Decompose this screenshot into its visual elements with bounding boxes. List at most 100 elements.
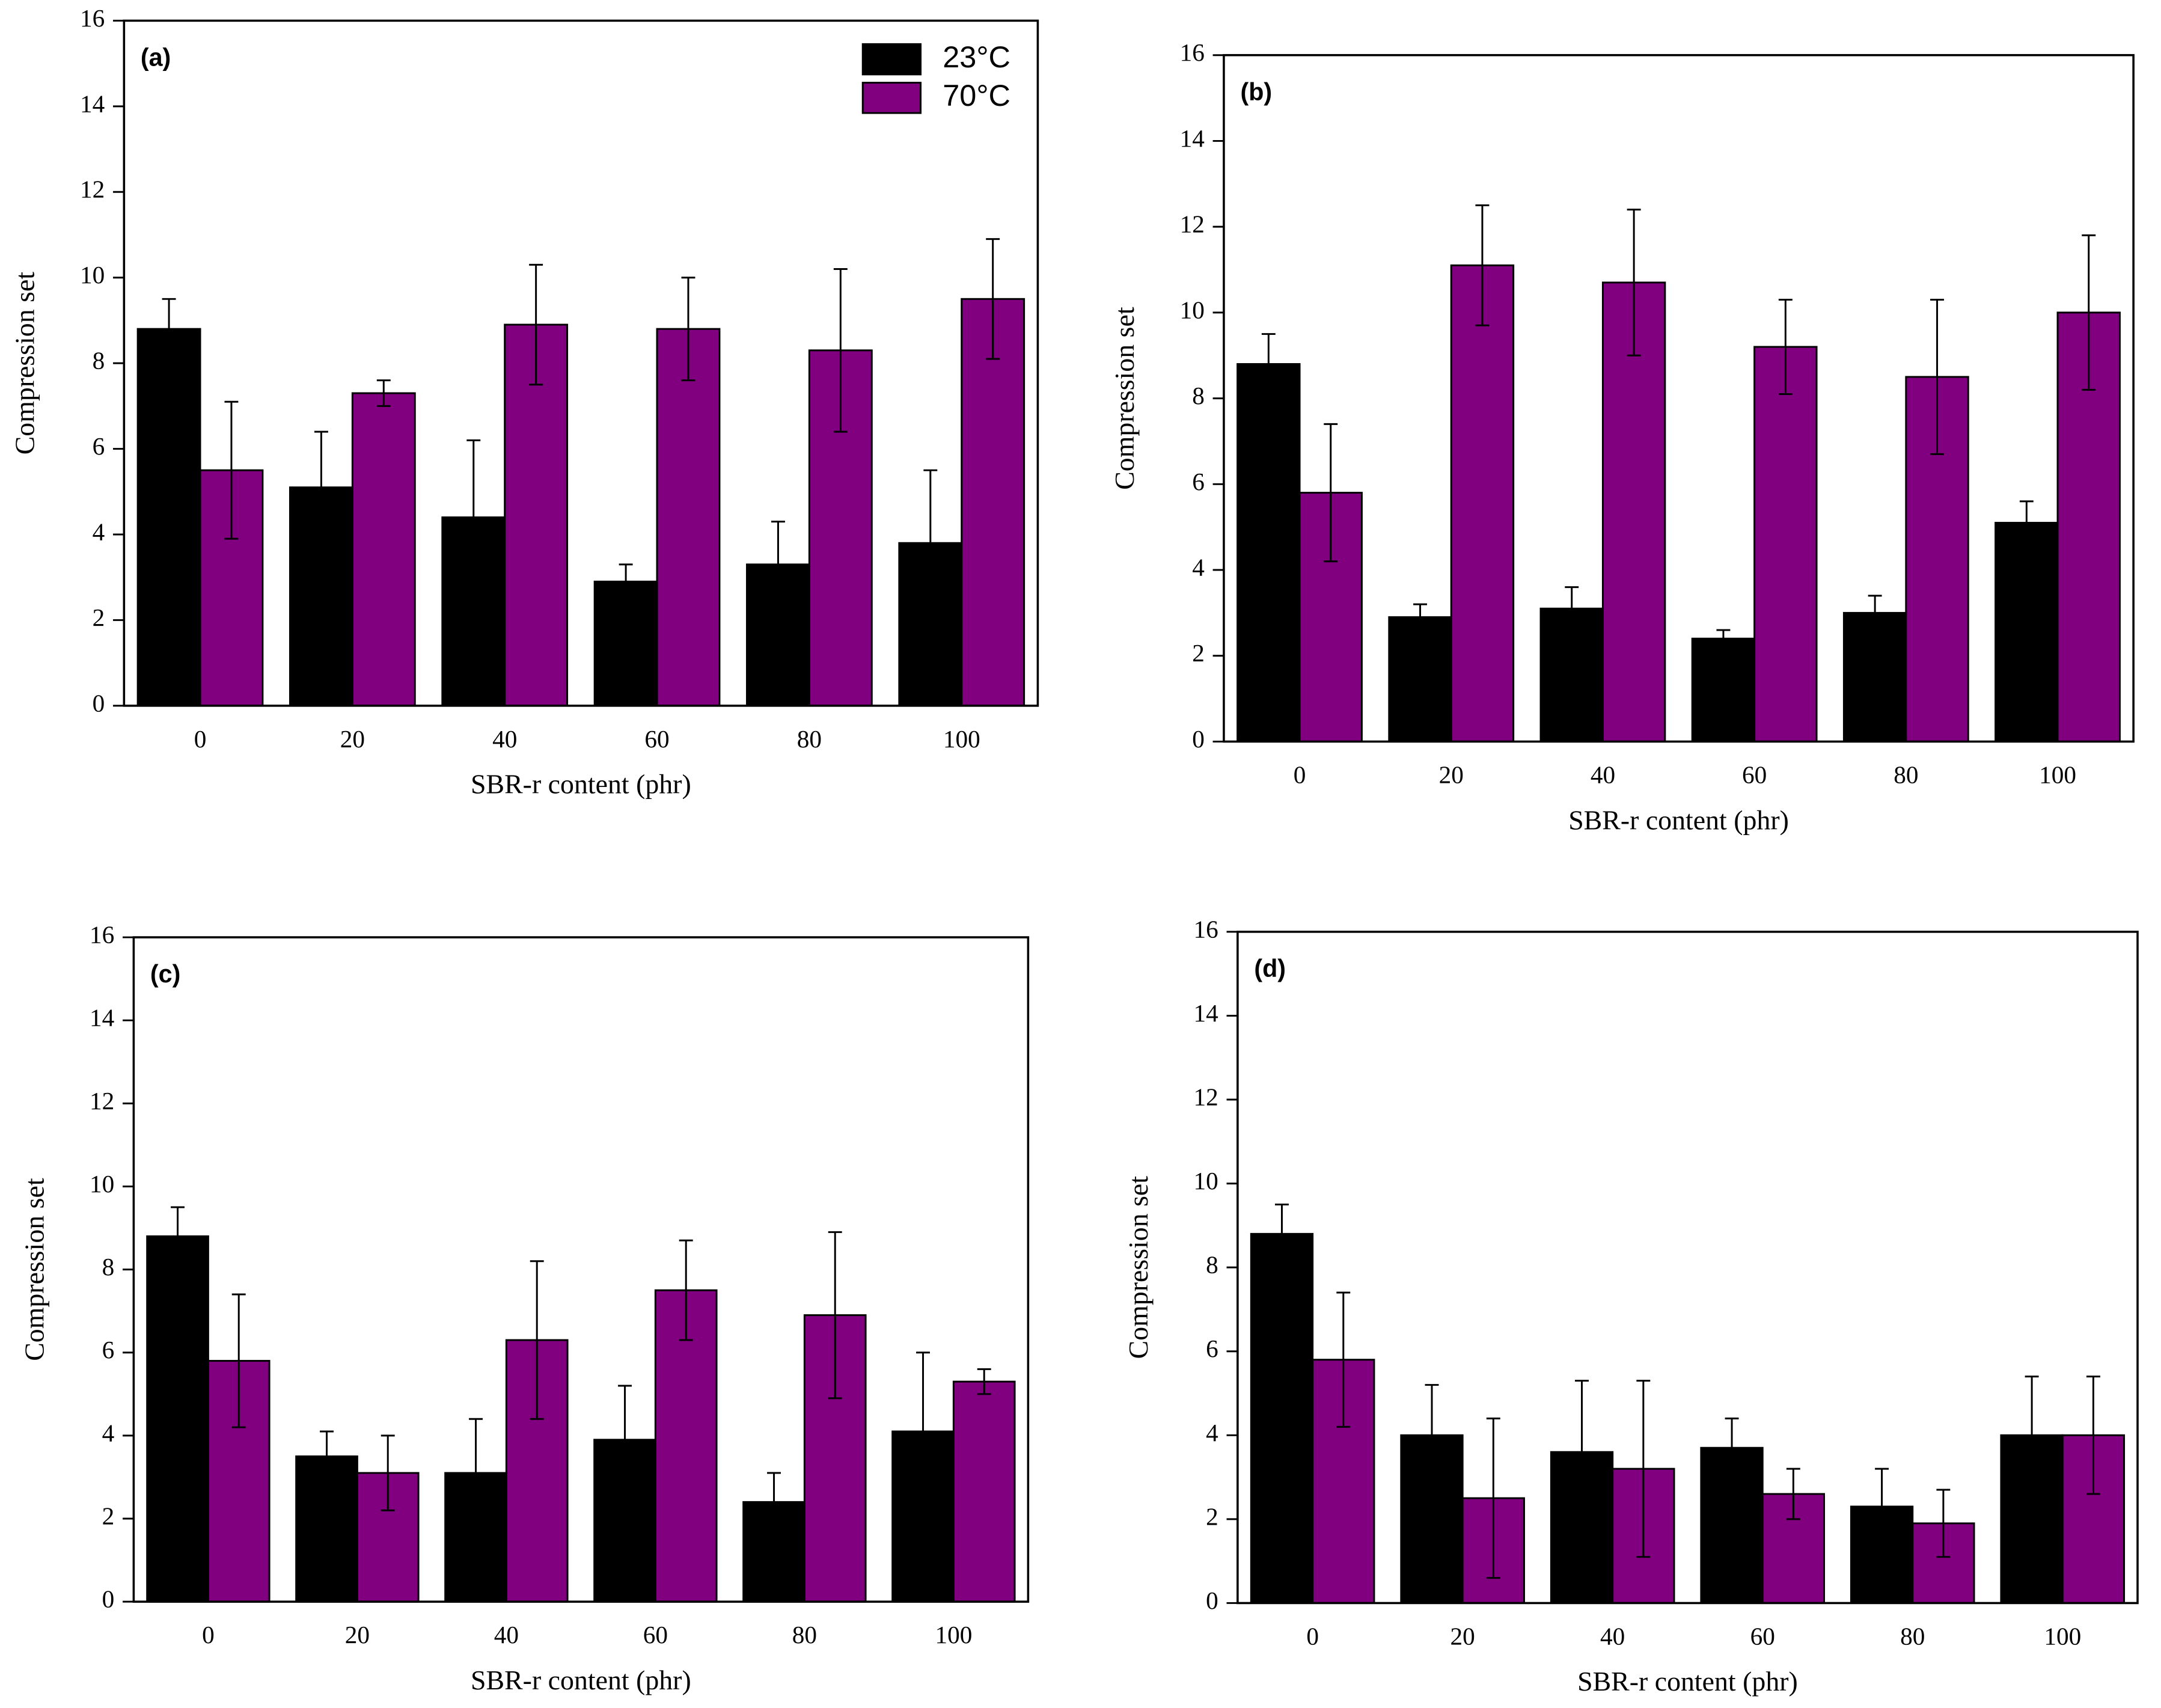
y-tick-label: 12 bbox=[1194, 1083, 1218, 1110]
y-tick-label: 16 bbox=[90, 921, 114, 949]
y-tick-label: 12 bbox=[1180, 210, 1205, 238]
y-axis-label: Compression set bbox=[9, 272, 40, 455]
y-tick-label: 8 bbox=[93, 347, 105, 375]
error-bar bbox=[1627, 209, 1641, 357]
error-bar bbox=[1636, 1380, 1651, 1558]
x-tick-label: 40 bbox=[492, 725, 517, 753]
x-tick-label: 100 bbox=[2044, 1623, 2081, 1650]
error-bar bbox=[1425, 1384, 1439, 1487]
y-tick-label: 10 bbox=[90, 1170, 114, 1198]
x-tick-label: 40 bbox=[1600, 1623, 1625, 1650]
x-tick-label: 20 bbox=[340, 725, 365, 753]
error-bar bbox=[619, 563, 633, 600]
error-bar bbox=[1778, 298, 1793, 395]
y-axis-label: Compression set bbox=[1109, 307, 1140, 490]
x-axis-label: SBR-r content (phr) bbox=[471, 1665, 691, 1695]
error-bar bbox=[679, 1239, 693, 1341]
error-bar bbox=[1575, 1380, 1589, 1525]
error-bar bbox=[1930, 298, 1945, 455]
x-tick-label: 40 bbox=[494, 1621, 519, 1648]
y-tick-label: 4 bbox=[1192, 554, 1205, 581]
error-bar bbox=[681, 277, 695, 382]
error-bar bbox=[466, 439, 481, 596]
bar bbox=[1601, 281, 1666, 742]
x-tick-label: 60 bbox=[1742, 761, 1767, 789]
x-axis-label: SBR-r content (phr) bbox=[471, 769, 691, 800]
error-bar bbox=[1475, 204, 1490, 326]
panel-label: (d) bbox=[1254, 955, 1286, 982]
bar bbox=[136, 328, 201, 707]
error-bar bbox=[1336, 1291, 1351, 1428]
y-tick-label: 14 bbox=[80, 90, 105, 117]
error-bar bbox=[376, 379, 391, 407]
x-axis-label: SBR-r content (phr) bbox=[1568, 804, 1789, 835]
x-tick-label: 40 bbox=[1591, 761, 1615, 789]
y-tick-label: 8 bbox=[102, 1253, 115, 1281]
y-tick-label: 4 bbox=[1206, 1419, 1218, 1446]
legend-swatch bbox=[861, 82, 922, 114]
error-bar bbox=[314, 430, 328, 544]
panel-label: (b) bbox=[1240, 78, 1272, 106]
bar bbox=[593, 580, 658, 707]
x-tick-label: 0 bbox=[194, 725, 207, 753]
x-tick-label: 60 bbox=[644, 725, 669, 753]
bar bbox=[1236, 363, 1301, 742]
y-tick-label: 6 bbox=[93, 432, 105, 460]
bar bbox=[656, 328, 721, 707]
plot-frame bbox=[1236, 931, 2139, 1605]
error-bar bbox=[1486, 1417, 1500, 1579]
error-bar bbox=[469, 1418, 483, 1528]
x-tick-label: 0 bbox=[1306, 1623, 1319, 1650]
error-bar bbox=[1261, 333, 1276, 395]
x-tick-label: 60 bbox=[643, 1621, 668, 1648]
bar bbox=[961, 298, 1025, 707]
error-bar bbox=[1786, 1468, 1800, 1520]
y-tick-label: 6 bbox=[1192, 468, 1205, 495]
error-bar bbox=[2019, 500, 2034, 545]
error-bar bbox=[833, 268, 848, 433]
y-axis-label: Compression set bbox=[19, 1178, 49, 1361]
error-bar bbox=[320, 1430, 334, 1483]
bar bbox=[1842, 611, 1907, 742]
error-bar bbox=[923, 469, 938, 617]
error-bar bbox=[224, 400, 239, 540]
x-tick-label: 80 bbox=[797, 725, 822, 753]
error-bar bbox=[1413, 603, 1428, 631]
y-tick-label: 8 bbox=[1192, 382, 1205, 409]
y-tick-label: 16 bbox=[80, 4, 105, 32]
y-tick-label: 10 bbox=[1194, 1167, 1218, 1195]
bar bbox=[1691, 637, 1756, 742]
plot-frame bbox=[1223, 54, 2135, 743]
y-tick-label: 12 bbox=[90, 1087, 114, 1115]
error-bar bbox=[381, 1434, 395, 1511]
error-bar bbox=[1875, 1468, 1889, 1546]
y-tick-label: 2 bbox=[93, 604, 105, 631]
y-tick-label: 10 bbox=[80, 261, 105, 289]
error-bar bbox=[2086, 1376, 2100, 1495]
error-bar bbox=[916, 1351, 930, 1511]
x-tick-label: 100 bbox=[2039, 761, 2076, 789]
y-tick-label: 0 bbox=[1192, 725, 1205, 753]
error-bar bbox=[1725, 1417, 1739, 1478]
y-tick-label: 4 bbox=[93, 518, 105, 545]
plot-frame bbox=[132, 936, 1030, 1603]
error-bar bbox=[618, 1385, 632, 1495]
y-tick-label: 12 bbox=[80, 176, 105, 203]
y-tick-label: 0 bbox=[1206, 1587, 1218, 1614]
x-tick-label: 100 bbox=[943, 725, 980, 753]
x-axis-label: SBR-r content (phr) bbox=[1577, 1666, 1798, 1697]
bar bbox=[1994, 522, 2059, 742]
y-tick-label: 10 bbox=[1180, 296, 1205, 323]
y-axis-label: Compression set bbox=[1123, 1176, 1154, 1359]
legend-label: 70°C bbox=[943, 78, 1010, 112]
error-bar bbox=[1868, 595, 1882, 631]
legend-label: 23°C bbox=[943, 40, 1010, 74]
error-bar bbox=[977, 1368, 991, 1395]
panel-label: (c) bbox=[150, 960, 180, 988]
plot-frame bbox=[123, 19, 1039, 707]
x-tick-label: 80 bbox=[1894, 761, 1918, 789]
error-bar bbox=[771, 521, 785, 608]
error-bar bbox=[986, 238, 1000, 360]
error-bar bbox=[828, 1231, 842, 1400]
